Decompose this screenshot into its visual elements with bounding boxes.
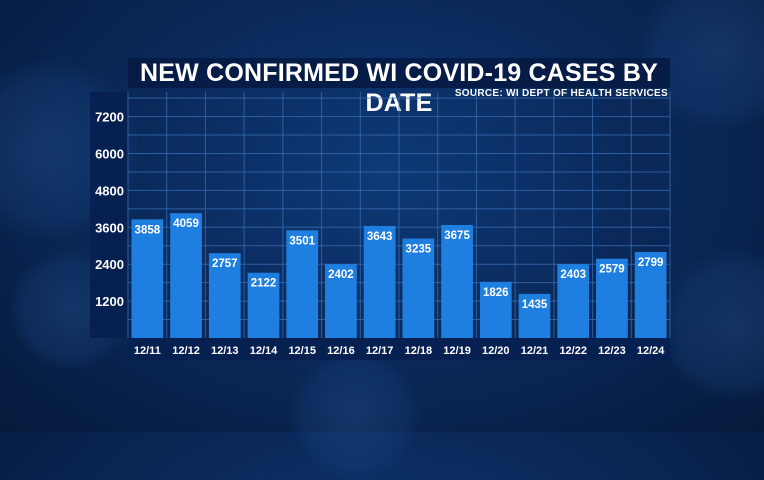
bar [479,281,512,338]
x-tick-label: 12/24 [637,345,665,357]
x-tick-label: 12/17 [366,345,394,357]
bar-value-label: 3235 [406,244,432,256]
x-tick-label: 12/23 [598,345,626,357]
bar-value-label: 3675 [444,230,470,242]
bar [247,272,280,338]
bar-value-label: 3501 [289,235,315,247]
bar-value-label: 2579 [599,264,625,276]
y-tick-label: 1200 [95,294,124,309]
x-tick-label: 12/11 [134,345,161,357]
x-axis-panel [128,338,670,360]
bar [208,253,241,338]
bar-value-label: 1435 [522,299,548,311]
y-tick-label: 2400 [95,257,124,272]
bar [131,219,164,338]
bar [286,230,319,338]
x-tick-label: 12/12 [172,345,200,357]
x-tick-label: 12/19 [443,345,471,357]
x-tick-label: 12/22 [559,345,587,357]
bar-value-label: 3643 [367,231,393,243]
bar-chart: 1200 2400 3600 4800 6000 7200 3858 12/11 4059 12/… [95,92,671,357]
bar [557,264,590,338]
bar [170,213,202,338]
y-tick-label: 4800 [95,183,124,198]
x-tick-label: 12/18 [405,345,433,357]
bar-value-label: 1826 [483,287,509,299]
bar-value-label: 2799 [638,257,664,269]
bar [325,264,357,338]
bar-value-label: 2122 [251,278,277,290]
y-axis-panel [90,92,128,338]
title-banner [128,58,670,88]
bar-value-label: 2403 [560,269,586,281]
x-tick-label: 12/20 [482,345,510,357]
bar [518,293,551,338]
x-tick-label: 12/14 [250,345,278,357]
x-tick-label: 12/15 [288,345,316,357]
bar-value-label: 2757 [212,258,238,270]
y-tick-label: 6000 [95,147,124,162]
x-tick-label: 12/21 [521,345,549,357]
y-tick-label: 3600 [95,220,124,235]
bar-value-label: 4059 [173,218,199,230]
x-tick-label: 12/13 [211,345,239,357]
bar [402,238,435,338]
x-tick-label: 12/16 [327,345,355,357]
bar-value-label: 3858 [135,224,161,236]
bar [634,251,667,338]
chart-source: SOURCE: WI DEPT OF HEALTH SERVICES [454,88,668,99]
y-tick-label: 7200 [95,110,124,125]
bar-value-label: 2402 [328,269,354,281]
bar [363,225,396,338]
bar [596,258,628,338]
bar [441,224,473,338]
